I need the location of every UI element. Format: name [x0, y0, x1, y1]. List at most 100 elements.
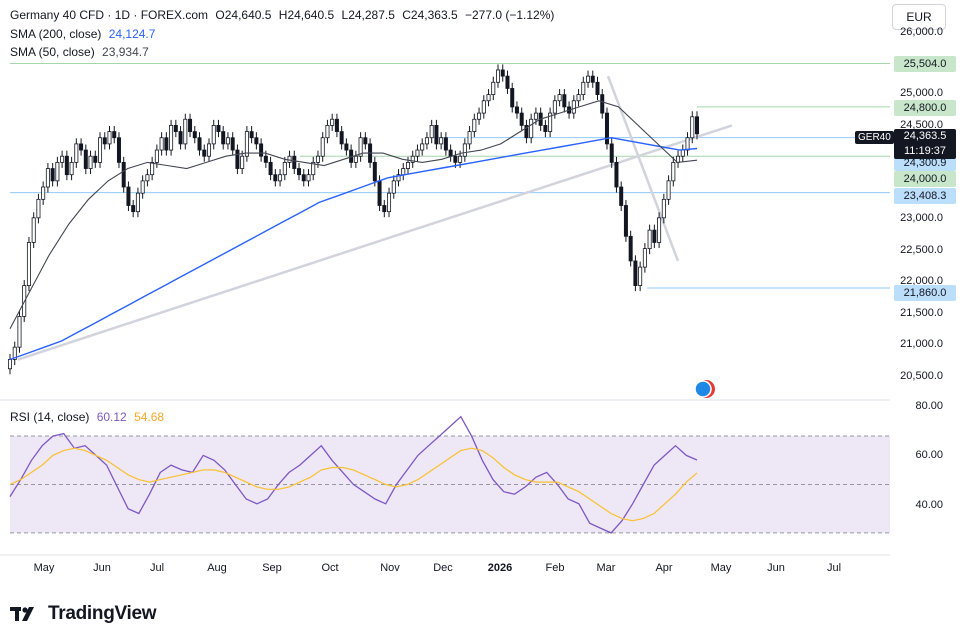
- candle-body: [188, 118, 193, 132]
- candle-body: [235, 149, 240, 169]
- price-tick-label: 25,000.0: [900, 87, 943, 99]
- candle-body: [510, 88, 515, 108]
- current-price-badge: 24,363.5 11:19:37: [894, 129, 956, 159]
- candle-body: [401, 168, 406, 176]
- candle-body: [434, 125, 439, 145]
- sma50-label: SMA (50, close): [10, 45, 95, 59]
- time-axis-label: Jul: [826, 562, 842, 574]
- candle-body: [638, 266, 643, 286]
- current-price: 24,363.5: [903, 130, 947, 142]
- price-tick-label: 20,500.0: [900, 370, 943, 382]
- time-axis-label: Oct: [321, 562, 339, 574]
- rsi-legend[interactable]: RSI (14, close) 60.12 54.68: [10, 410, 164, 424]
- candle-body: [600, 94, 605, 114]
- time-axis-label: May: [33, 562, 55, 574]
- candle-body: [45, 168, 50, 188]
- change-value: −277.0 (−1.12%): [464, 8, 555, 22]
- candle-body: [590, 75, 595, 83]
- candle-body: [36, 198, 41, 219]
- price-tick-label: 24,500.0: [900, 119, 943, 131]
- candle-body: [169, 125, 174, 151]
- candle-body: [609, 143, 614, 163]
- symbol-line: Germany 40 CFD · 1D · FOREX.com: [10, 8, 209, 22]
- candle-body: [230, 137, 235, 151]
- candle-body: [443, 137, 448, 151]
- level-badge[interactable]: 24,800.0: [894, 100, 956, 116]
- candle-body: [145, 174, 150, 182]
- candle-body: [647, 229, 652, 250]
- sma200-label: SMA (200, close): [10, 27, 102, 41]
- candle-body: [292, 155, 297, 169]
- candle-body: [121, 161, 126, 188]
- candle-body: [192, 131, 197, 139]
- candle-body: [41, 186, 46, 200]
- candle-body: [60, 155, 65, 163]
- rsi-value: 60.12: [96, 410, 127, 424]
- candle-body: [79, 143, 84, 151]
- candle-body: [263, 155, 268, 163]
- candle-body: [500, 69, 505, 77]
- candle-body: [424, 137, 429, 145]
- level-badge[interactable]: 24,300.9: [894, 155, 956, 171]
- time-axis-label: Nov: [380, 562, 400, 574]
- candle-body: [64, 155, 69, 176]
- level-badge[interactable]: 25,504.0: [894, 56, 956, 72]
- time-axis-label: Sep: [262, 562, 282, 574]
- candle-body: [98, 137, 103, 163]
- time-axis-label: Apr: [655, 562, 673, 574]
- candle-body: [206, 143, 211, 157]
- level-badge[interactable]: 23,408.3: [894, 188, 956, 204]
- price-tick-label: 26,000.0: [900, 26, 943, 38]
- sma50-legend[interactable]: SMA (50, close) 23,934.7: [10, 45, 149, 59]
- candle-body: [131, 205, 136, 213]
- candle-body: [628, 235, 633, 262]
- candle-body: [55, 161, 60, 182]
- candle-body: [453, 155, 458, 163]
- level-badge[interactable]: 21,860.0: [894, 285, 956, 301]
- candle-body: [268, 161, 273, 176]
- candle-body: [358, 137, 363, 157]
- candle-body: [287, 155, 292, 163]
- candle-body: [320, 137, 325, 157]
- candle-body: [690, 116, 695, 139]
- candle-body: [467, 131, 472, 145]
- candle-body: [126, 186, 131, 206]
- candle-body: [353, 155, 358, 163]
- candle-body: [595, 81, 600, 96]
- candle-body: [339, 131, 344, 145]
- instrument-tag: GER40: [855, 131, 894, 144]
- rsi-band: [10, 436, 890, 533]
- trendline: [606, 75, 680, 262]
- time-axis-label: Jun: [93, 562, 111, 574]
- time-axis-label: Mar: [596, 562, 616, 574]
- candle-body: [642, 248, 647, 268]
- candle-body: [477, 112, 482, 120]
- candle-body: [524, 125, 529, 139]
- candle-body: [282, 161, 287, 176]
- candle-body: [666, 180, 671, 200]
- candle-body: [315, 155, 320, 163]
- candle-body: [278, 174, 283, 182]
- candle-body: [88, 155, 93, 169]
- candle-body: [211, 125, 216, 145]
- price-tick-label: 22,500.0: [900, 244, 943, 256]
- candle-body: [562, 94, 567, 108]
- sma50-value: 23,934.7: [102, 45, 149, 59]
- time-axis-label: May: [710, 562, 732, 574]
- level-badge[interactable]: 24,000.0: [894, 171, 956, 187]
- candle-body: [633, 260, 638, 286]
- candle-body: [685, 137, 690, 151]
- candle-body: [557, 94, 562, 102]
- tradingview-logo[interactable]: TradingView: [10, 603, 157, 625]
- sma200-legend[interactable]: SMA (200, close) 24,124.7: [10, 27, 155, 41]
- candle-body: [154, 149, 159, 163]
- candle-body: [150, 161, 155, 176]
- currency-button[interactable]: EUR: [892, 4, 946, 30]
- candle-body: [543, 125, 548, 132]
- candle-body: [533, 112, 538, 120]
- candle-body: [225, 137, 230, 145]
- price-tick-label: 21,500.0: [900, 307, 943, 319]
- candle-body: [552, 100, 557, 114]
